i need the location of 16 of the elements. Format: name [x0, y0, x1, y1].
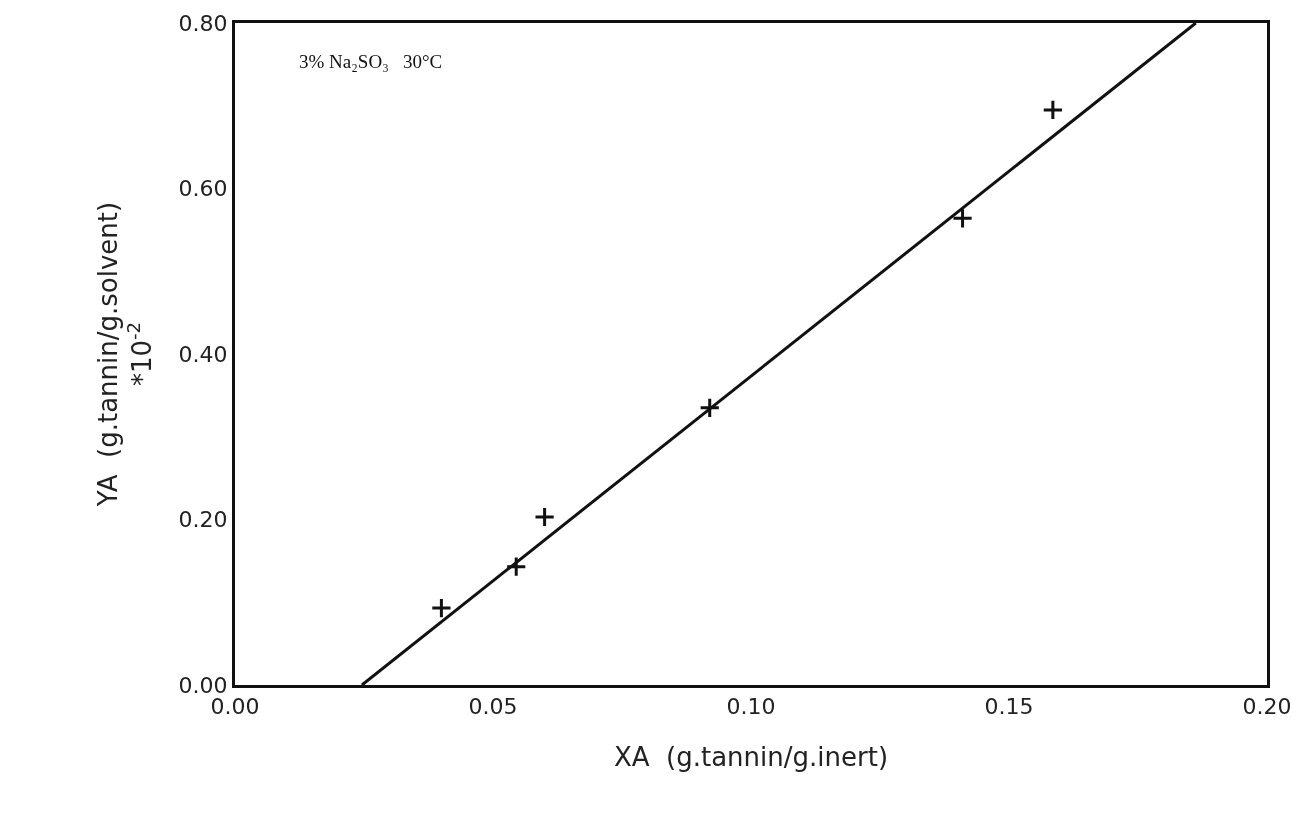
y-tick-label: 0.40 — [178, 341, 228, 367]
x-tick-label: 0.20 — [1242, 694, 1292, 720]
x-tick-label: 0.10 — [726, 694, 776, 720]
y-tick-label: 0.60 — [178, 176, 228, 202]
point — [699, 397, 721, 419]
x-axis-title: XA (g.tannin/g.inert) — [613, 742, 889, 773]
point — [951, 207, 974, 229]
point — [1042, 99, 1064, 121]
y-tick-label: 0.80 — [178, 10, 228, 36]
x-tick-label: 0.05 — [468, 694, 518, 720]
y-tick-label: 0.20 — [178, 507, 228, 533]
point — [430, 597, 452, 619]
x-tick-label: 0.15 — [984, 694, 1034, 720]
point — [505, 556, 527, 578]
annotation: 3% Na₂SO₃ 30°C — [299, 51, 443, 72]
point — [534, 506, 556, 528]
